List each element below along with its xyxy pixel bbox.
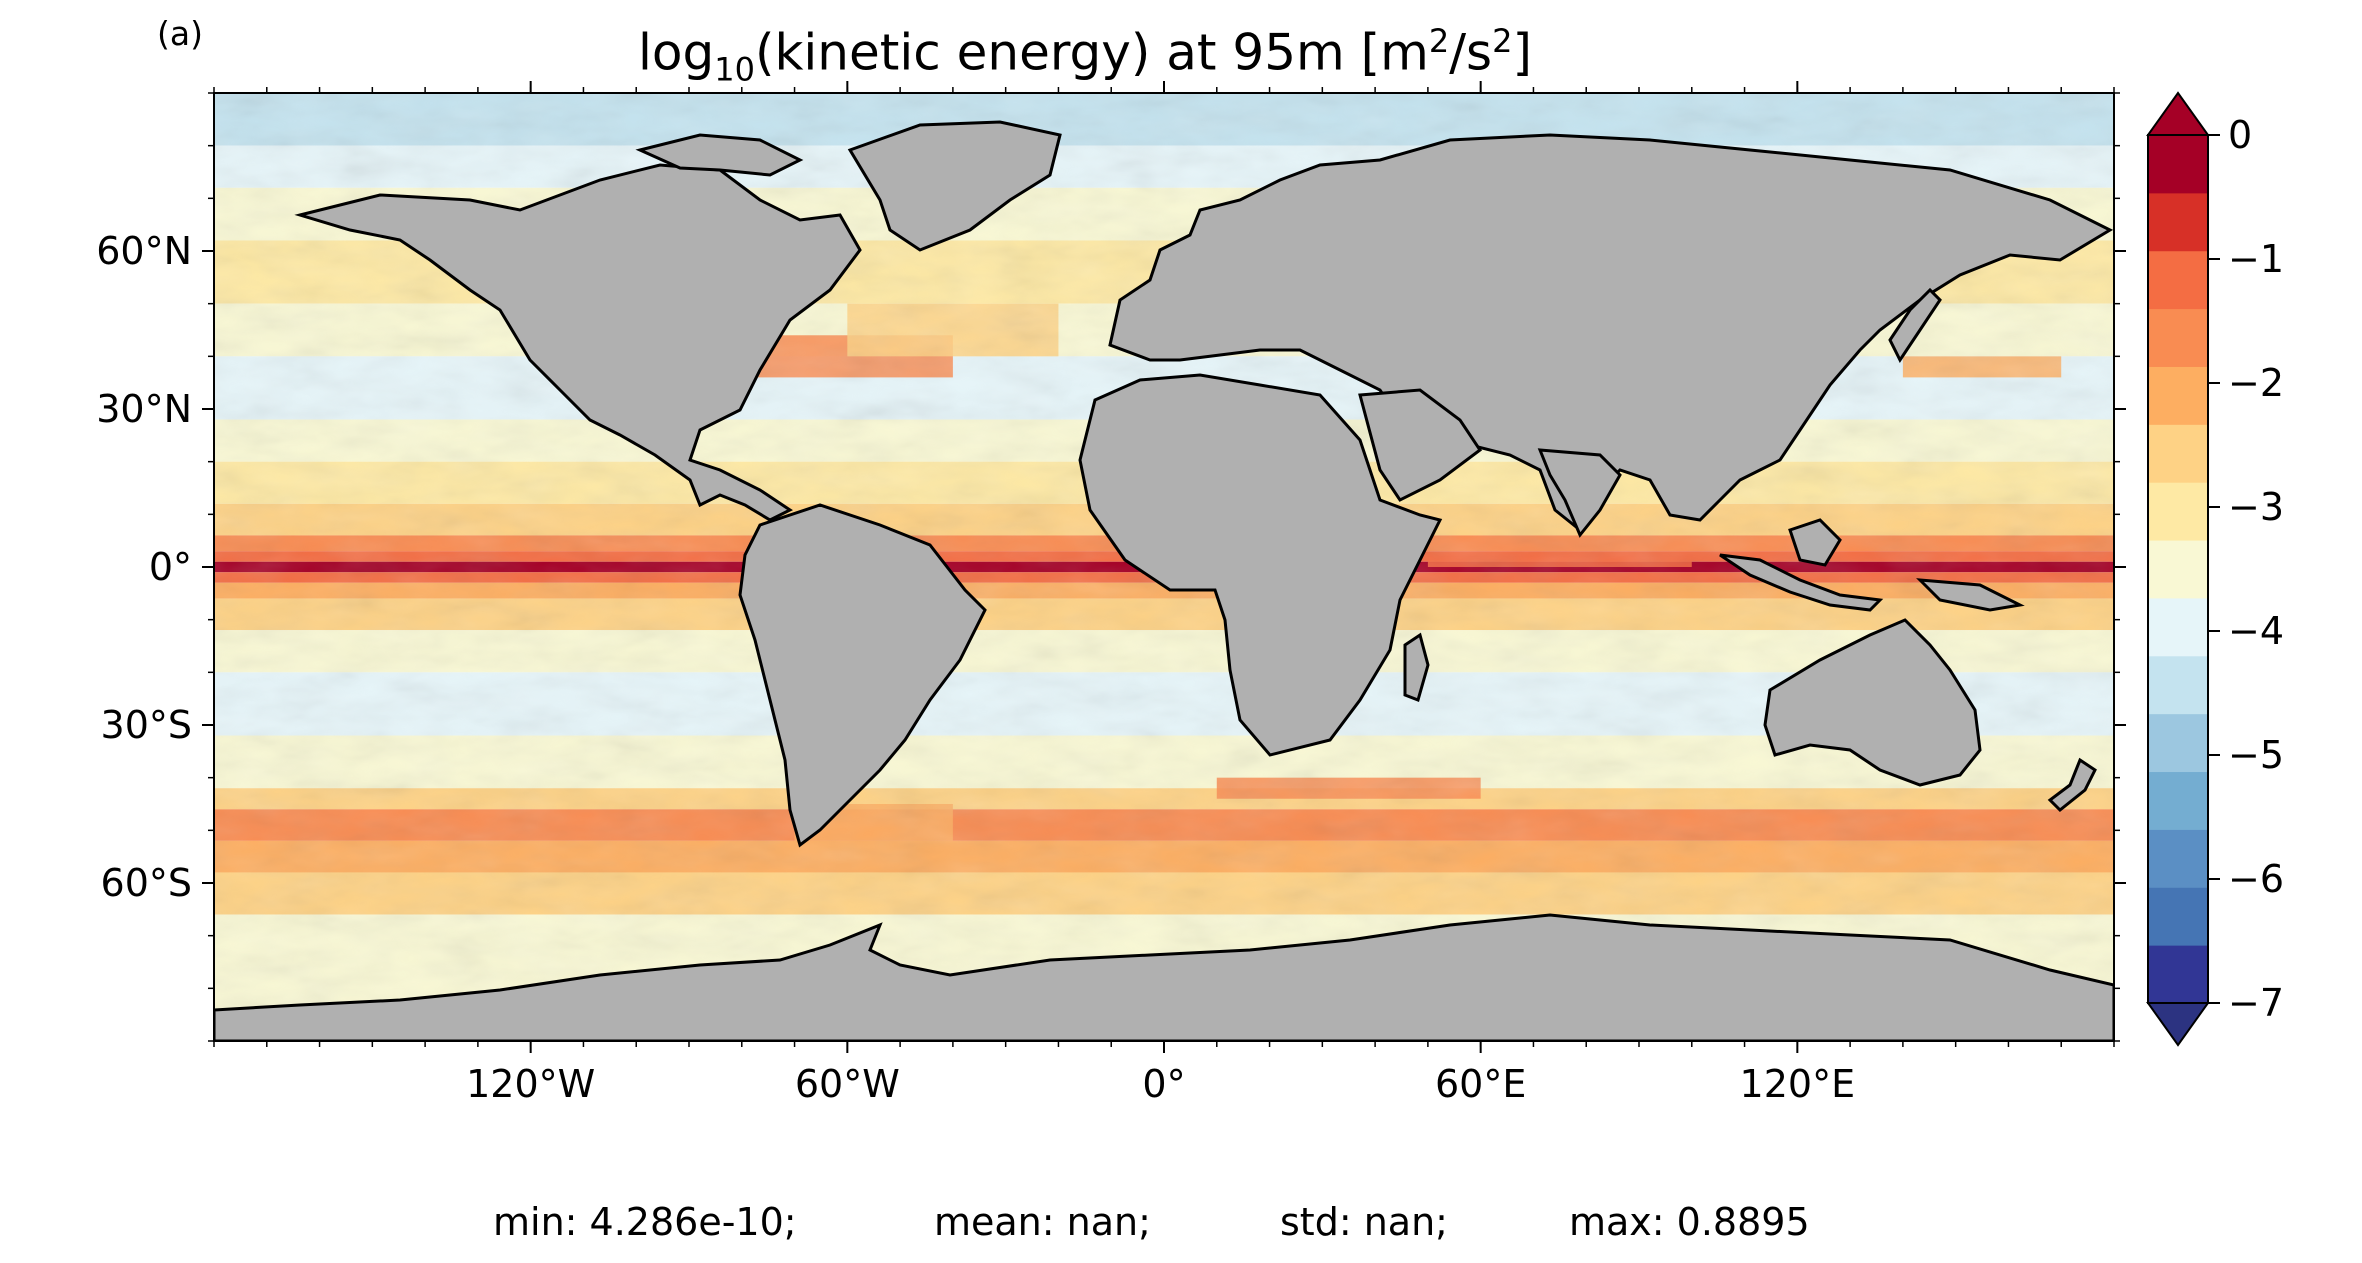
x-tick-label: 60°W: [795, 1062, 900, 1106]
colorbar-level-9: [2148, 424, 2208, 483]
title-sub: 10: [714, 50, 755, 89]
stat-max: max: 0.8895: [1569, 1200, 1810, 1244]
colorbar-level-10: [2148, 366, 2208, 425]
colorbar-tick-label: −5: [2228, 733, 2284, 777]
colorbar-level-3: [2148, 771, 2208, 830]
colorbar-tick-label: 0: [2228, 113, 2252, 157]
madagascar: [1403, 632, 1430, 702]
australia: [1763, 618, 1982, 787]
colorbar-level-2: [2148, 829, 2208, 888]
colorbar-level-11: [2148, 308, 2208, 367]
x-tick-label: 120°E: [1740, 1062, 1856, 1106]
stat-mean: mean: nan;: [934, 1200, 1151, 1244]
canadian-islands: [635, 133, 804, 177]
y-tick-label: 30°N: [96, 387, 192, 431]
x-tick-label: 0°: [1142, 1062, 1185, 1106]
antarctica: [214, 913, 2114, 1041]
chart-title: log10(kinetic energy) at 95m [m2/s2]: [0, 22, 2170, 89]
borneo: [1788, 518, 1842, 567]
colorbar-level-5: [2148, 655, 2208, 715]
colorbar-level-1: [2148, 887, 2208, 946]
colorbar-level-12: [2148, 250, 2208, 310]
map-axes: 120°W 60°W 0° 60°E 120°E 60°N 30°N 0° 30°S 60°S: [96, 81, 2126, 1106]
colorbar-level-7: [2148, 540, 2208, 599]
title-sup1: 2: [1428, 22, 1450, 60]
x-tick-label: 120°W: [466, 1062, 595, 1106]
map-area: [214, 93, 2114, 1041]
colorbar-tick-label: −4: [2228, 609, 2284, 653]
colorbar-level-8: [2148, 482, 2208, 541]
colorbar-tick-label: −2: [2228, 361, 2284, 405]
new-guinea: [1916, 578, 2025, 612]
title-sup2: 2: [1492, 22, 1513, 60]
colorbar-tick-label: −1: [2228, 237, 2284, 281]
colorbar-over-arrow: [2146, 91, 2210, 136]
new-zealand: [2047, 757, 2097, 813]
colorbar-tick-label: −3: [2228, 485, 2284, 529]
y-tick-label: 0°: [149, 545, 192, 589]
arabian-peninsula: [1358, 388, 1483, 502]
title-middle: (kinetic energy) at 95m [m: [754, 23, 1429, 82]
colorbar-level-0: [2148, 945, 2208, 1004]
colorbar-tick-label: −6: [2228, 857, 2284, 901]
south-america: [738, 503, 987, 848]
colorbar-tick-label: −7: [2228, 981, 2284, 1025]
stat-min: min: 4.286e-10;: [493, 1200, 797, 1244]
africa: [1078, 373, 1443, 757]
indonesia: [1719, 553, 1884, 612]
colorbar-under-arrow: [2146, 1002, 2210, 1047]
colorbar: 0 −1 −2 −3 −4 −5 −6 −7: [2146, 91, 2284, 1047]
colorbar-level-6: [2148, 597, 2208, 657]
y-tick-label: 30°S: [101, 703, 192, 747]
title-slash: /s: [1449, 23, 1493, 82]
japan: [1888, 287, 1942, 363]
stat-std: std: nan;: [1280, 1200, 1448, 1244]
colorbar-level-13: [2148, 192, 2208, 252]
panel-label: (a): [157, 14, 203, 53]
title-suffix: ]: [1512, 23, 1532, 82]
india: [1537, 448, 1622, 538]
land-masses: [214, 120, 2114, 1041]
colorbar-frame: [2147, 134, 2209, 1004]
x-tick-label: 60°E: [1435, 1062, 1526, 1106]
y-tick-label: 60°S: [101, 861, 192, 905]
colorbar-level-4: [2148, 713, 2208, 773]
title-prefix: log: [638, 23, 715, 82]
y-tick-label: 60°N: [96, 229, 192, 273]
colorbar-level-14: [2148, 135, 2208, 194]
stats-line: min: 4.286e-10; mean: nan; std: nan; max…: [0, 1200, 2362, 1260]
greenland: [847, 120, 1062, 252]
